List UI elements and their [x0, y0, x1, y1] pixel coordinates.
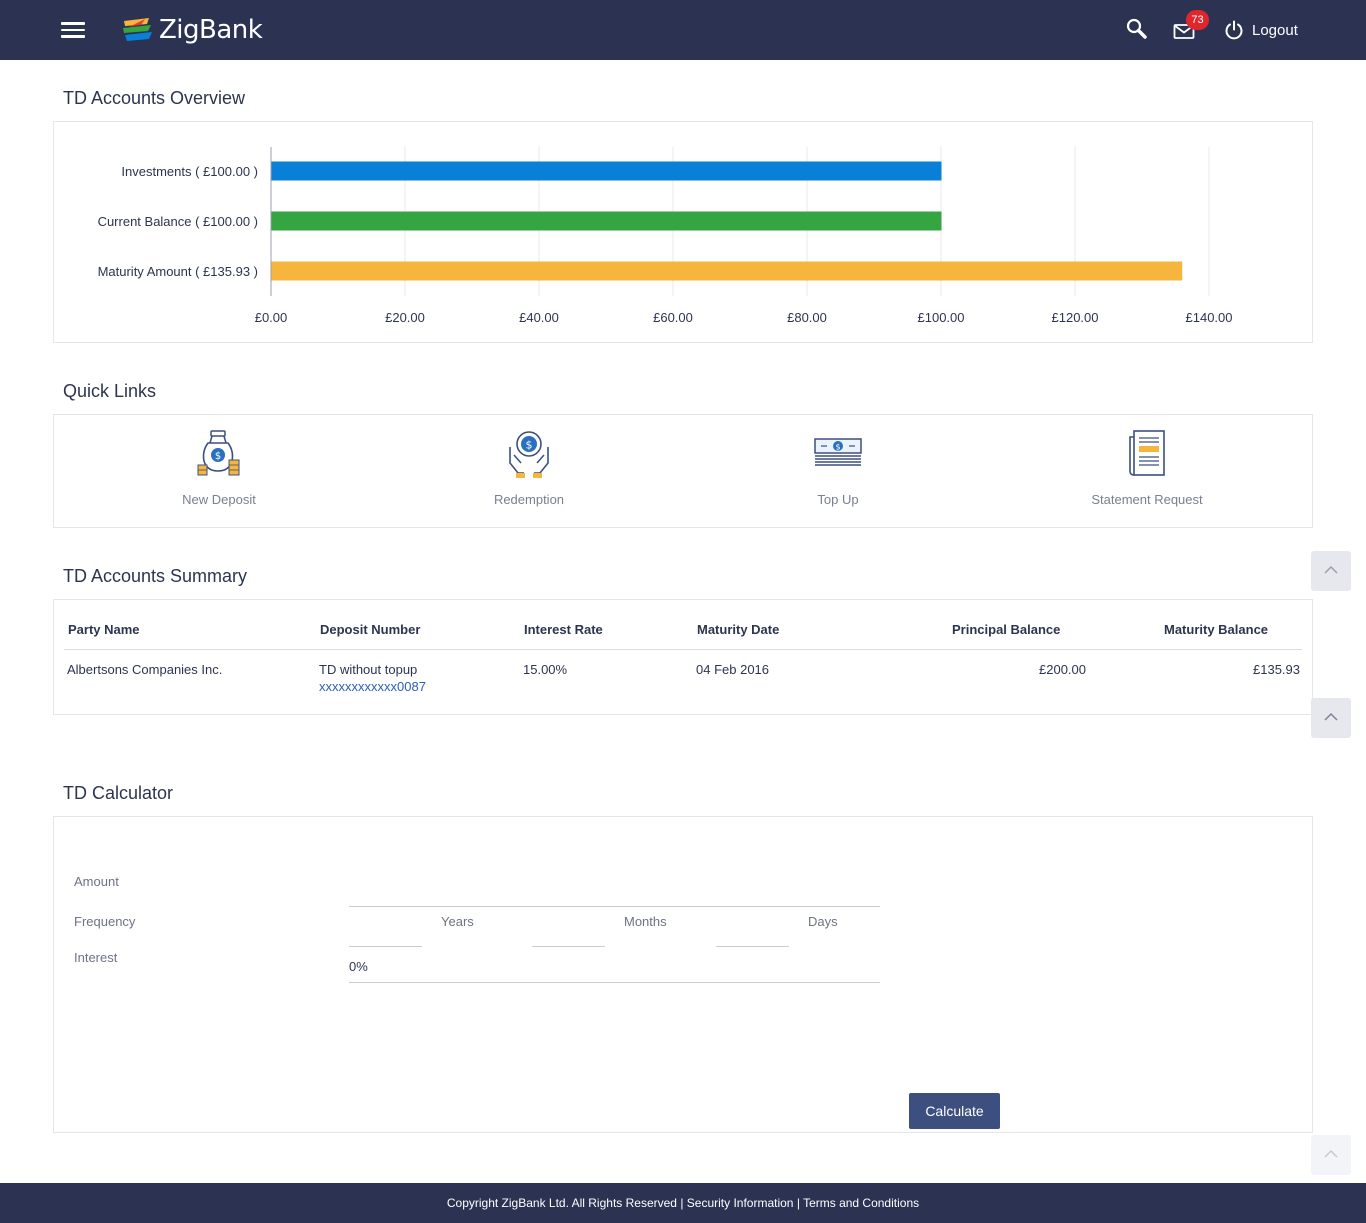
months-label: Months — [624, 914, 667, 929]
search-icon[interactable] — [1126, 18, 1148, 45]
zigbank-logo-mark — [123, 18, 152, 41]
column-header-maturity-date: Maturity Date — [697, 622, 780, 637]
td-calculator-panel: Amount Frequency Years Months Days Inter… — [53, 816, 1313, 1133]
chevron-up-icon — [1324, 565, 1338, 574]
interest-label: Interest — [74, 950, 118, 965]
x-tick-label: £0.00 — [255, 310, 288, 325]
cell-principal-balance: £200.00 — [1039, 662, 1086, 677]
months-input[interactable] — [532, 917, 604, 945]
quick-links-title: Quick Links — [63, 381, 157, 401]
x-tick-label: £120.00 — [1052, 310, 1099, 325]
chevron-up-icon — [1324, 712, 1338, 721]
notification-badge[interactable]: 73 — [1186, 10, 1209, 30]
amount-underline — [349, 906, 880, 907]
quick-link-redemption[interactable]: $ Redemption — [439, 415, 619, 527]
x-tick-label: £60.00 — [653, 310, 693, 325]
column-header-party-name: Party Name — [68, 622, 140, 637]
security-information-link[interactable]: Security Information — [686, 1196, 794, 1210]
summary-table: Party Name Deposit Number Interest Rate … — [53, 599, 1313, 715]
overview-chart-panel: £0.00 £20.00 £40.00 £60.00 £80.00 £100.00 £120… — [53, 121, 1313, 343]
calculate-button[interactable]: Calculate — [909, 1093, 1000, 1129]
money-bag-icon: $ — [194, 429, 244, 479]
chevron-up-icon — [1324, 1149, 1338, 1158]
copyright-text: Copyright ZigBank Ltd. All Rights Reserv… — [446, 1196, 677, 1210]
bar — [271, 261, 1183, 281]
quick-link-label: New Deposit — [182, 492, 256, 507]
days-input[interactable] — [716, 917, 788, 945]
interest-value[interactable]: 0% — [349, 959, 368, 974]
top-navigation-bar: ZigBank 73 Logout — [0, 0, 1366, 60]
quick-links-panel: $ New Deposit $ Redempti — [53, 414, 1313, 528]
column-header-maturity-balance: Maturity Balance — [1164, 622, 1269, 637]
x-tick-label: £20.00 — [385, 310, 425, 325]
years-underline — [349, 946, 422, 947]
overview-title: TD Accounts Overview — [63, 88, 246, 108]
quick-link-label: Top Up — [817, 492, 859, 507]
scroll-up-button[interactable] — [1311, 698, 1351, 738]
calculator-title: TD Calculator — [63, 783, 174, 803]
quick-link-top-up[interactable]: $ Top Up — [748, 415, 928, 527]
category-label: Investments ( £100.00 ) — [121, 164, 258, 179]
terms-and-conditions-link[interactable]: Terms and Conditions — [803, 1196, 920, 1210]
hamburger-menu-icon[interactable] — [61, 22, 85, 38]
scroll-up-button[interactable] — [1311, 1135, 1351, 1175]
amount-label: Amount — [74, 874, 119, 889]
document-icon — [1122, 429, 1172, 479]
amount-input[interactable] — [349, 872, 879, 902]
column-header-interest-rate: Interest Rate — [524, 622, 603, 637]
power-icon — [1225, 20, 1243, 40]
category-label: Current Balance ( £100.00 ) — [98, 214, 258, 229]
cell-maturity-date: 04 Feb 2016 — [696, 662, 770, 677]
footer: Copyright ZigBank Ltd. All Rights Reserv… — [0, 1183, 1366, 1223]
x-tick-label: £100.00 — [918, 310, 965, 325]
x-tick-label: £80.00 — [787, 310, 827, 325]
cell-interest-rate: 15.00% — [523, 662, 568, 677]
footer-separator: | — [680, 1196, 687, 1210]
hands-coin-icon: $ — [504, 429, 554, 479]
months-underline — [532, 946, 605, 947]
svg-text:$: $ — [215, 451, 221, 462]
years-input[interactable] — [349, 917, 421, 945]
zigbank-logo[interactable]: ZigBank — [121, 14, 263, 46]
svg-text:$: $ — [835, 443, 840, 452]
category-label: Maturity Amount ( £135.93 ) — [98, 264, 258, 279]
summary-title: TD Accounts Summary — [63, 566, 248, 586]
deposit-name: TD without topup — [319, 662, 418, 677]
scroll-up-button[interactable] — [1311, 551, 1351, 591]
days-label: Days — [808, 914, 838, 929]
x-tick-label: £140.00 — [1186, 310, 1233, 325]
logout-button[interactable]: Logout — [1224, 20, 1298, 40]
deposit-number-link[interactable]: xxxxxxxxxxxx0087 — [319, 679, 426, 694]
quick-link-label: Redemption — [493, 492, 565, 507]
days-underline — [716, 946, 789, 947]
quick-link-statement-request[interactable]: Statement Request — [1057, 415, 1237, 527]
cell-maturity-balance: £135.93 — [1253, 662, 1300, 677]
table-divider — [64, 649, 1302, 650]
column-header-deposit-number: Deposit Number — [320, 622, 421, 637]
x-tick-label: £40.00 — [519, 310, 559, 325]
footer-separator: | — [796, 1196, 804, 1210]
svg-text:$: $ — [526, 439, 533, 452]
frequency-label: Frequency — [74, 914, 136, 929]
logout-label: Logout — [1252, 21, 1298, 39]
cash-stack-icon: $ — [813, 429, 863, 479]
years-label: Years — [441, 914, 474, 929]
quick-link-new-deposit[interactable]: $ New Deposit — [129, 415, 309, 527]
column-header-principal-balance: Principal Balance — [952, 622, 1061, 637]
bar — [271, 211, 942, 231]
interest-underline — [349, 982, 880, 983]
cell-party-name: Albertsons Companies Inc. — [67, 662, 223, 677]
quick-link-label: Statement Request — [1091, 492, 1203, 507]
bar — [271, 161, 942, 181]
logo-text: ZigBank — [159, 15, 263, 45]
cell-deposit-number: TD without topup xxxxxxxxxxxx0087 — [319, 662, 426, 694]
overview-bar-chart: £0.00 £20.00 £40.00 £60.00 £80.00 £100.00 £120… — [98, 147, 1233, 325]
